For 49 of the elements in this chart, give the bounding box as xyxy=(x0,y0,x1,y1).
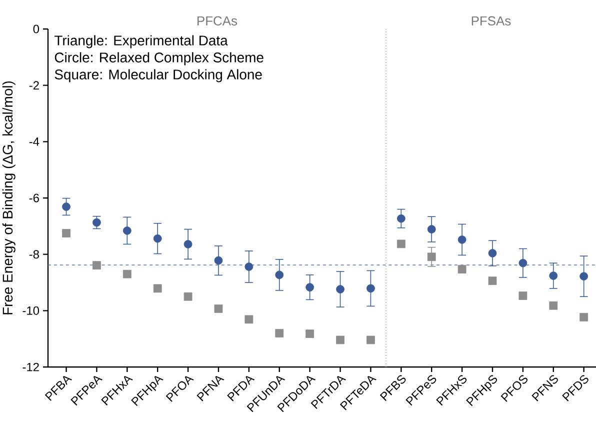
point xyxy=(153,284,162,293)
point xyxy=(306,330,314,338)
point xyxy=(458,236,466,244)
y-tick-label: -4 xyxy=(29,138,40,146)
annotation: Square: Molecular Docking Alone xyxy=(54,69,262,82)
point xyxy=(92,261,101,270)
annotation: Circle: Relaxed Complex Scheme xyxy=(54,52,264,66)
point xyxy=(518,258,528,268)
y-tick-label: -6 xyxy=(29,194,39,202)
y-tick-label: -12 xyxy=(22,362,39,372)
y-tick-label: 0 xyxy=(33,24,40,34)
y-tick-label: -10 xyxy=(22,306,40,315)
point xyxy=(62,229,70,238)
point xyxy=(122,270,132,278)
point xyxy=(458,265,466,274)
point xyxy=(396,214,406,223)
point xyxy=(153,234,162,243)
point xyxy=(122,226,132,235)
point xyxy=(214,256,223,265)
y-axis-title: Free Energy of Binding (ΔG, kcal/mol) xyxy=(2,81,16,314)
point xyxy=(549,301,558,310)
point xyxy=(396,240,406,248)
point xyxy=(214,304,223,313)
text: PFSAs xyxy=(472,16,511,26)
y-tick-label: -2 xyxy=(29,81,39,90)
point xyxy=(427,225,436,234)
point xyxy=(427,252,436,262)
point xyxy=(92,218,101,227)
point xyxy=(275,270,284,280)
point xyxy=(336,336,344,344)
point xyxy=(366,284,375,293)
point xyxy=(184,292,192,301)
point xyxy=(244,262,254,271)
point xyxy=(518,292,528,300)
point xyxy=(275,329,284,338)
point xyxy=(549,272,558,280)
point xyxy=(488,249,497,258)
point xyxy=(244,315,254,324)
point xyxy=(366,336,375,344)
point xyxy=(336,285,344,294)
annotation: Triangle: Experimental Data xyxy=(54,35,228,48)
text: PFCAs xyxy=(198,16,238,26)
y-tick-label: -8 xyxy=(29,250,39,259)
point xyxy=(306,283,314,292)
point xyxy=(488,276,497,285)
point xyxy=(580,272,588,280)
point xyxy=(580,312,588,322)
point xyxy=(184,240,192,248)
point xyxy=(62,202,70,211)
